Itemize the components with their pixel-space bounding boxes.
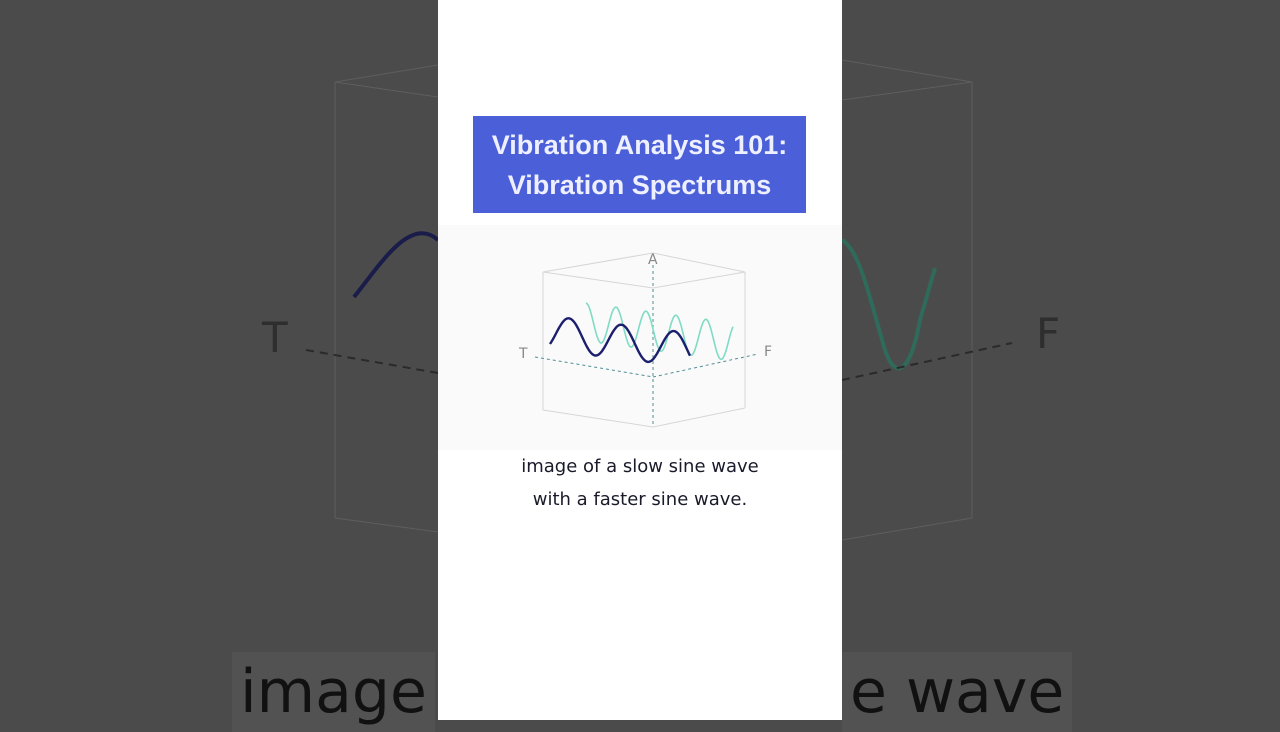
subtitle-caption: image of a slow sine wave with a faster …: [438, 450, 842, 516]
axis-label-t: T: [518, 346, 528, 362]
bg-caption-left: image: [232, 652, 435, 732]
bg-axis-t: T: [261, 313, 288, 362]
title-banner: Vibration Analysis 101: Vibration Spectr…: [473, 116, 806, 213]
bg-caption-right: e wave: [842, 652, 1073, 732]
caption-line-2: with a faster sine wave.: [532, 489, 748, 510]
cube-outline: [542, 252, 746, 428]
slow-sine-wave: [549, 317, 692, 364]
caption-line-1: image of a slow sine wave: [521, 456, 759, 477]
title-line-1: Vibration Analysis 101:: [491, 129, 788, 160]
video-frame[interactable]: Vibration Analysis 101: Vibration Spectr…: [438, 0, 842, 720]
time-axis: [534, 356, 654, 378]
3d-axes-diagram: A T F: [438, 225, 842, 450]
title-line-2: Vibration Spectrums: [507, 169, 772, 200]
bg-axis-f: F: [1036, 309, 1060, 358]
axis-label-f: F: [764, 344, 772, 360]
axis-label-a: A: [648, 252, 658, 268]
